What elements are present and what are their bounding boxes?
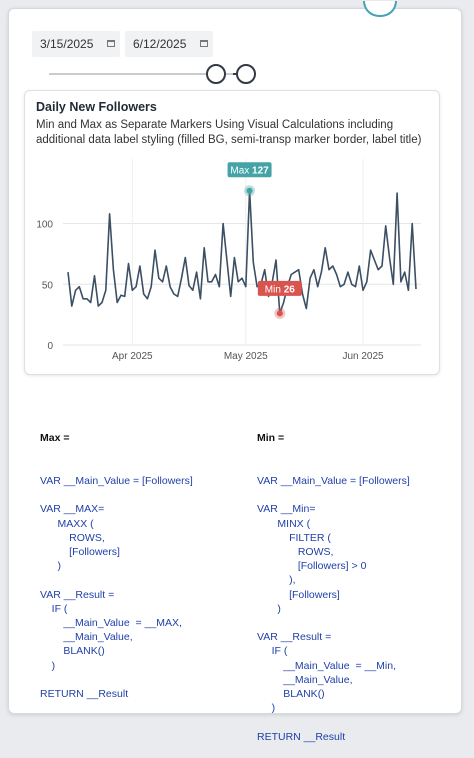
start-date-value: 3/15/2025 <box>40 37 94 51</box>
code-line: [Followers] > 0 <box>257 560 367 573</box>
code-line: ) <box>257 602 281 615</box>
max-data-label: Max 127 <box>230 166 269 177</box>
code-line: BLANK() <box>257 688 325 701</box>
chart-subtitle: Min and Max as Separate Markers Using Vi… <box>36 119 422 146</box>
code-line: MAXX ( <box>40 517 94 530</box>
chart-title: Daily New Followers <box>36 100 157 114</box>
code-line <box>40 573 193 587</box>
code-line <box>257 616 410 630</box>
code-line: FILTER ( <box>257 531 331 544</box>
code-line: ROWS, <box>257 546 334 559</box>
code-line: ) <box>40 560 62 573</box>
min-marker <box>276 310 283 317</box>
code-line: VAR __MAX= <box>40 503 105 516</box>
followers-line-chart[interactable]: 0 50 100 Apr 2025 May 2025 Jun 2025 Max 127 Min… <box>25 91 439 374</box>
max-measure-code: Max = VAR __Main_Value = [Followers] VAR… <box>40 403 193 715</box>
date-slider-start-handle[interactable] <box>206 64 226 84</box>
code-line: VAR __Main_Value = [Followers] <box>40 475 193 488</box>
code-line: VAR __Min= <box>257 503 316 516</box>
x-tick-label: Apr 2025 <box>112 351 153 362</box>
code-line <box>40 488 193 502</box>
min-measure-code: Min = VAR __Main_Value = [Followers] VAR… <box>257 403 410 758</box>
code-line: VAR __Main_Value = [Followers] <box>257 475 410 488</box>
code-line: ) <box>40 659 56 672</box>
code-line: IF ( <box>257 645 288 658</box>
code-line: __Main_Value = __Min, <box>257 659 397 672</box>
min-measure-heading: Min = <box>257 432 285 445</box>
calendar-icon[interactable] <box>107 40 115 47</box>
chart-card: Daily New Followers Min and Max as Separ… <box>24 90 440 375</box>
code-line: [Followers] <box>257 588 340 601</box>
min-data-label: Min 26 <box>265 284 295 295</box>
code-line: __Main_Value, <box>257 673 353 686</box>
code-line: IF ( <box>40 602 68 615</box>
x-tick-label: May 2025 <box>224 351 268 362</box>
y-tick-label: 50 <box>42 280 54 291</box>
code-line: RETURN __Result <box>40 688 129 701</box>
code-line: VAR __Result = <box>257 631 332 644</box>
code-line <box>257 715 410 729</box>
code-line: __Main_Value, <box>40 631 133 644</box>
max-marker <box>246 187 253 194</box>
max-label-background <box>227 162 272 178</box>
code-line: __Main_Value = __MAX, <box>40 617 182 630</box>
code-line: [Followers] <box>40 546 120 559</box>
calendar-icon[interactable] <box>200 40 208 47</box>
x-tick-label: Jun 2025 <box>342 351 384 362</box>
corner-badge <box>363 1 397 17</box>
code-line: ) <box>257 702 276 715</box>
max-measure-heading: Max = <box>40 432 70 445</box>
code-line: VAR __Result = <box>40 588 115 601</box>
code-line: RETURN __Result <box>257 730 346 743</box>
y-tick-label: 100 <box>36 220 53 231</box>
end-date-value: 6/12/2025 <box>133 37 187 51</box>
code-line <box>257 488 410 502</box>
code-line: BLANK() <box>40 645 105 658</box>
code-line: MINX ( <box>257 517 311 530</box>
y-tick-label: 0 <box>47 341 53 352</box>
code-line <box>40 673 193 687</box>
date-slider-track[interactable] <box>49 73 255 75</box>
followers-series-line <box>67 189 417 315</box>
start-date-input[interactable]: 3/15/2025 <box>32 31 120 57</box>
code-line: ROWS, <box>40 531 105 544</box>
code-line: ), <box>257 574 296 587</box>
min-label-background <box>257 280 302 296</box>
date-slider-end-handle[interactable] <box>236 64 256 84</box>
end-date-input[interactable]: 6/12/2025 <box>125 31 213 57</box>
